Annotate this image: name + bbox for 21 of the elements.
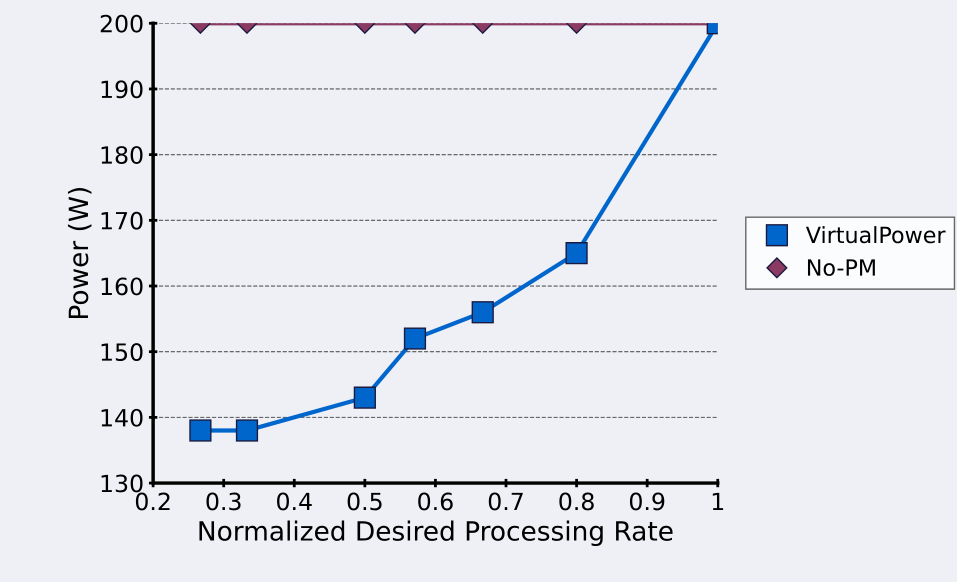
- x-tick-label: 1: [712, 492, 724, 510]
- x-tick-label: 0.9: [630, 492, 664, 510]
- y-tick-label: 130: [102, 474, 143, 492]
- y-tick-label: 190: [102, 80, 143, 98]
- y-tick-label: 150: [102, 343, 143, 361]
- x-tick-label: 0.3: [206, 492, 241, 510]
- y-axis-title: Power (W): [68, 188, 92, 318]
- y-tick-label: 200: [100, 14, 143, 33]
- x-tick-label: 0.7: [488, 492, 523, 510]
- x-tick-label: 0.8: [559, 492, 594, 510]
- y-tick-label: 140: [102, 408, 143, 427]
- x-tick-label: 0.2: [136, 492, 170, 510]
- y-tick-label: 180: [102, 146, 143, 164]
- legend-label: No-PM: [808, 259, 875, 276]
- x-axis-title: Normalized Desired Processing Rate: [199, 520, 673, 546]
- x-tick-label: 0.5: [348, 492, 382, 510]
- x-tick-label: 0.6: [418, 492, 453, 510]
- y-tick-label: 160: [102, 277, 143, 296]
- x-tick-label: 0.4: [277, 492, 312, 510]
- legend-label: VirtualPower: [806, 226, 946, 244]
- y-tick-label: 170: [102, 212, 143, 230]
